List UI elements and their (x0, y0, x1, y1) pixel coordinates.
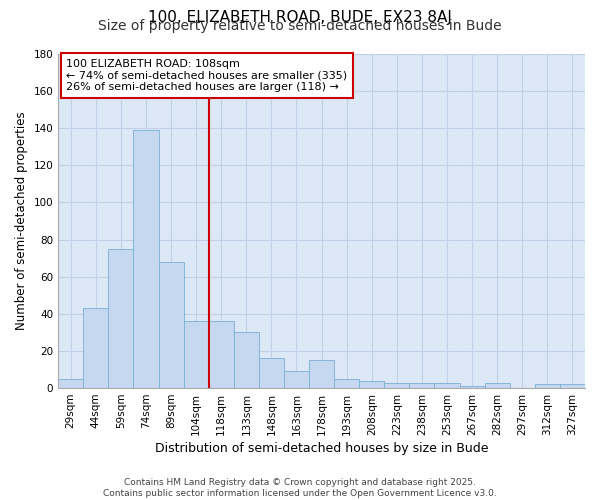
X-axis label: Distribution of semi-detached houses by size in Bude: Distribution of semi-detached houses by … (155, 442, 488, 455)
Bar (109, 249, 133, 388)
Text: 100, ELIZABETH ROAD, BUDE, EX23 8AJ: 100, ELIZABETH ROAD, BUDE, EX23 8AJ (148, 10, 452, 25)
Bar (385, 382, 409, 388)
Bar (284, 372, 309, 388)
Bar (309, 360, 334, 388)
Y-axis label: Number of semi-detached properties: Number of semi-detached properties (15, 112, 28, 330)
Bar (535, 384, 560, 388)
Text: Size of property relative to semi-detached houses in Bude: Size of property relative to semi-detach… (98, 19, 502, 33)
Text: 100 ELIZABETH ROAD: 108sqm
← 74% of semi-detached houses are smaller (335)
26% o: 100 ELIZABETH ROAD: 108sqm ← 74% of semi… (66, 59, 347, 92)
Bar (409, 382, 434, 388)
Bar (434, 382, 460, 388)
Text: Contains HM Land Registry data © Crown copyright and database right 2025.
Contai: Contains HM Land Registry data © Crown c… (103, 478, 497, 498)
Bar (334, 379, 359, 388)
Bar (58, 379, 83, 388)
Bar (460, 386, 485, 388)
Bar (560, 384, 585, 388)
Bar (209, 322, 234, 388)
Bar (485, 382, 510, 388)
Bar (259, 358, 284, 388)
Bar (184, 322, 209, 388)
Bar (359, 380, 385, 388)
Bar (83, 308, 109, 388)
Bar (133, 130, 158, 388)
Bar (234, 332, 259, 388)
Bar (158, 262, 184, 388)
